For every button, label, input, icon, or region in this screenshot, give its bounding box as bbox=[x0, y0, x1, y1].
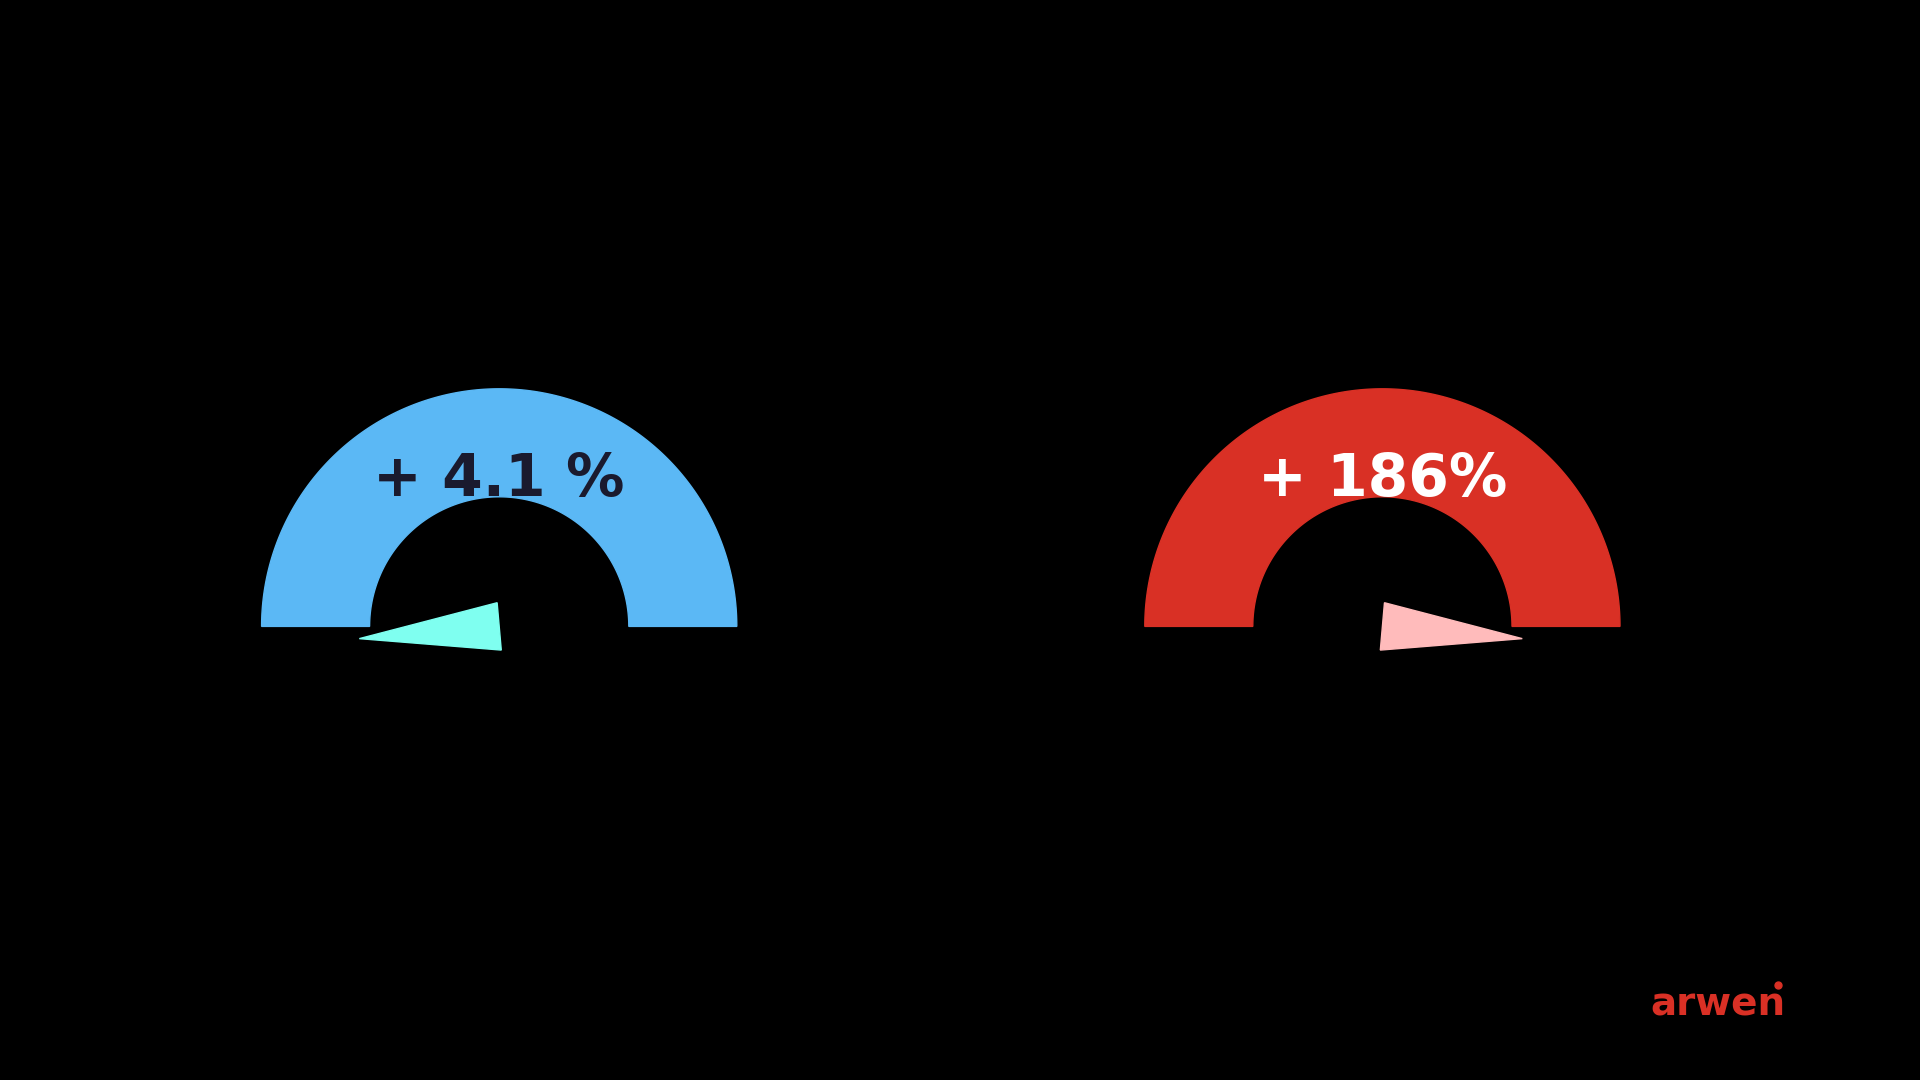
Polygon shape bbox=[1144, 389, 1620, 626]
Text: arwen: arwen bbox=[1651, 985, 1786, 1024]
Polygon shape bbox=[261, 389, 737, 626]
Polygon shape bbox=[1380, 603, 1523, 650]
Text: + 4.1 %: + 4.1 % bbox=[374, 450, 624, 508]
Text: + 186%: + 186% bbox=[1258, 450, 1507, 508]
Polygon shape bbox=[359, 603, 501, 650]
